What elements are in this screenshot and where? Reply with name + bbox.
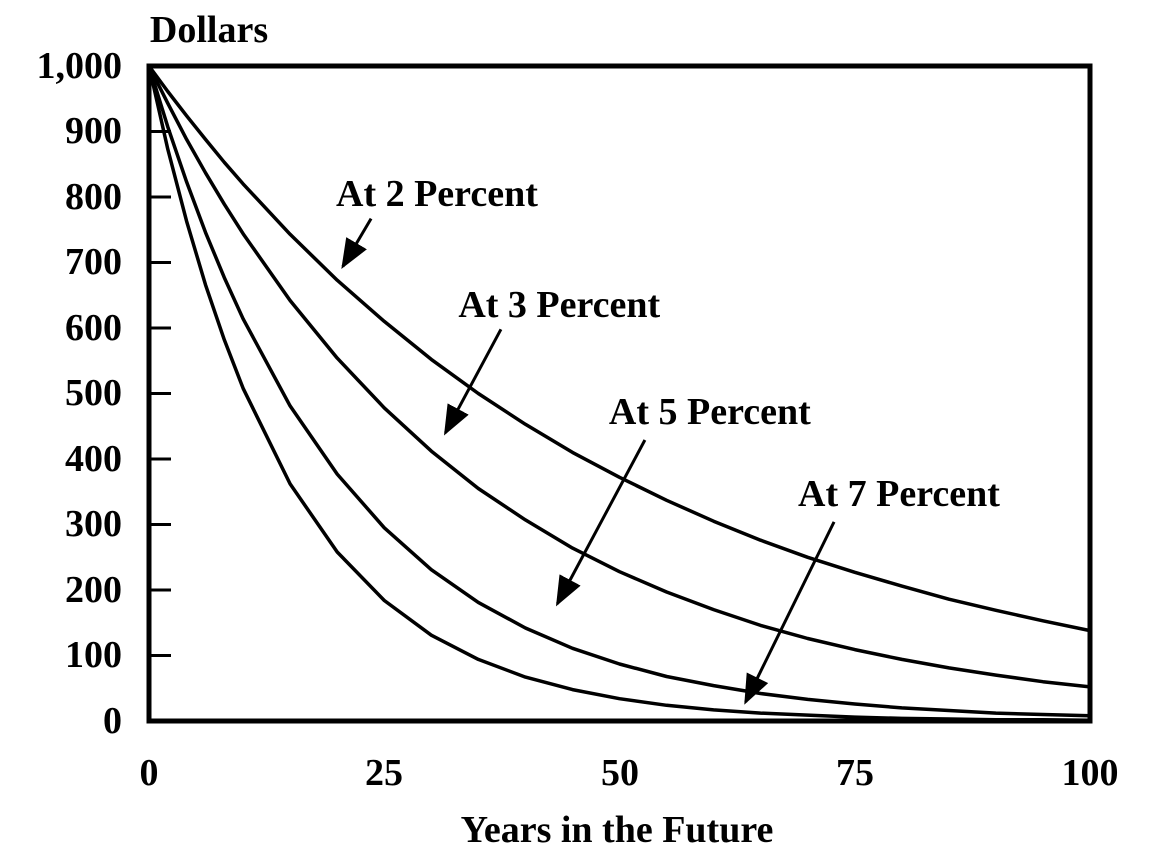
y-tick-label-900: 900 xyxy=(65,110,122,152)
curve-label-at-5-percent: At 5 Percent xyxy=(608,390,811,433)
annotation-arrows xyxy=(341,217,836,705)
curve-at-5-percent xyxy=(147,64,1092,718)
y-tick-label-100: 100 xyxy=(65,634,122,676)
curve-at-2-percent xyxy=(147,64,1092,633)
y-tick-label-1000: 1,000 xyxy=(36,45,123,87)
y-tick-label-0: 0 xyxy=(103,700,122,742)
annotation-arrow-4 xyxy=(744,521,836,705)
x-tick-label-50: 50 xyxy=(601,752,639,794)
y-tick-label-300: 300 xyxy=(65,503,122,545)
curve-label-at-7-percent: At 7 Percent xyxy=(798,472,1000,515)
y-axis-tick-marks xyxy=(148,130,171,657)
curve-label-at-2-percent: At 2 Percent xyxy=(336,172,538,215)
series-curves xyxy=(147,64,1092,723)
y-tick-label-500: 500 xyxy=(65,372,122,414)
y-tick-label-800: 800 xyxy=(65,176,122,218)
curve-at-3-percent xyxy=(147,64,1092,689)
y-axis-title: Dollars xyxy=(149,9,269,51)
x-tick-label-25: 25 xyxy=(365,752,403,794)
x-tick-label-75: 75 xyxy=(836,752,874,794)
annotation-arrow-3 xyxy=(555,439,647,607)
curve-at-7-percent xyxy=(147,64,1092,723)
y-tick-label-600: 600 xyxy=(65,307,122,349)
curve-label-at-3-percent: At 3 Percent xyxy=(458,284,661,327)
y-tick-label-400: 400 xyxy=(65,438,122,480)
annotation-arrow-1 xyxy=(341,217,373,270)
annotation-arrow-2 xyxy=(443,328,503,436)
x-tick-label-0: 0 xyxy=(139,752,159,794)
x-axis-title: Years in the Future xyxy=(460,809,774,851)
x-tick-label-100: 100 xyxy=(1061,752,1119,794)
y-tick-label-700: 700 xyxy=(65,241,122,283)
y-tick-label-200: 200 xyxy=(65,569,122,611)
